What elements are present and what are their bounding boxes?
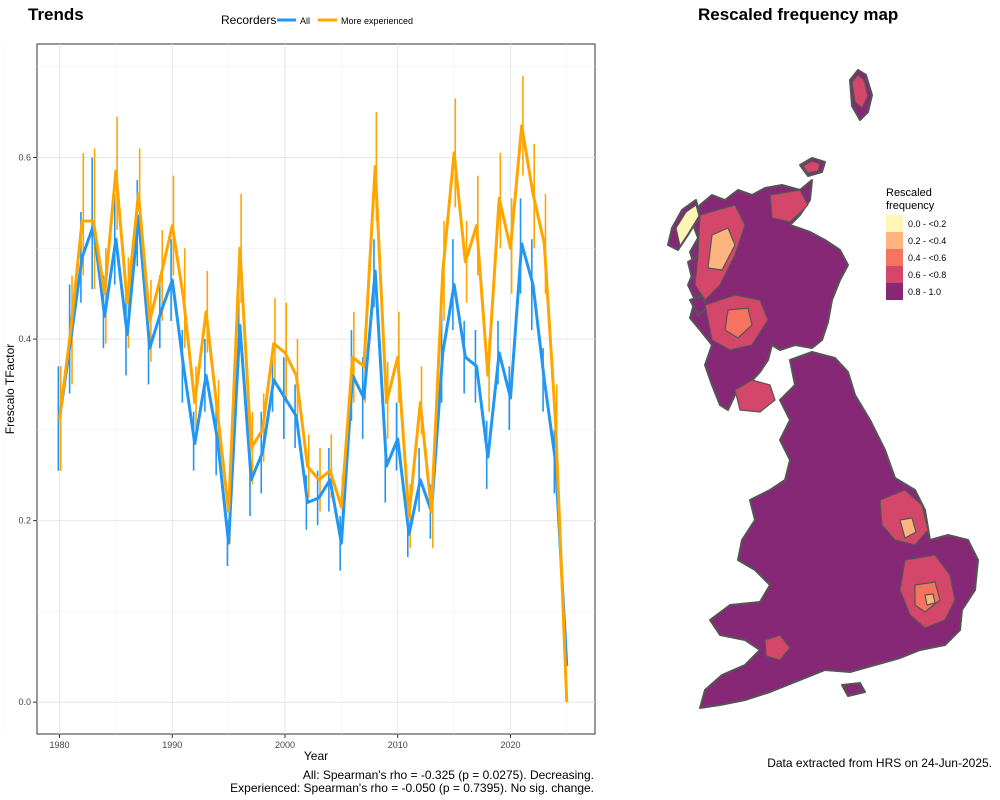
legend-label-experienced: More experienced [341,16,413,26]
x-tick-label: 2020 [500,740,520,750]
map-legend-label: 0.0 - <0.2 [908,219,946,229]
axis-ticks: 1980 1990 2000 2010 2020 0.0 0.2 0.4 0.6 [18,152,520,750]
map-island-wight [841,682,866,697]
hotspot-east-anglia-inner [924,593,936,606]
map-legend-swatch [886,232,903,249]
hotspot-northwest-core [707,227,736,271]
legend-title: Recorders [221,13,276,27]
map-legend-swatch [886,215,903,232]
hotspot-lincolnshire-core [899,517,917,539]
trends-title: Trends [28,5,84,24]
y-tick-label: 0.0 [18,697,31,707]
map-region-england-wales [699,351,979,709]
frequency-map: Rescaled frequency 0.0 - <0.2 0.2 - <0.4 0… [667,69,979,709]
error-bars [57,75,567,680]
series-line-experienced [58,124,569,703]
stat-experienced: Experienced: Spearman's rho = -0.050 (p … [230,781,594,795]
map-title: Rescaled frequency map [698,5,899,24]
x-tick-label: 2000 [275,740,295,750]
y-tick-label: 0.4 [18,334,31,344]
map-legend-label: 0.8 - 1.0 [908,287,941,297]
hotspot-west-core [724,307,753,339]
grid-lines [2,44,595,734]
series-lines [58,124,569,703]
y-axis-label: Frescalo TFactor [3,344,17,434]
map-legend-swatch [886,283,903,300]
map-legend-label: 0.6 - <0.8 [908,270,946,280]
map-legend: Rescaled frequency 0.0 - <0.2 0.2 - <0.4 0… [886,187,946,300]
y-tick-label: 0.6 [18,152,31,162]
legend-label-all: All [300,16,310,26]
y-tick-label: 0.2 [18,516,31,526]
x-axis-label: Year [304,749,328,763]
data-source-note: Data extracted from HRS on 24-Jun-2025. [767,756,992,770]
x-tick-label: 1980 [50,740,70,750]
hotspot-shetland [851,74,869,109]
hotspot-north-coast [769,189,809,223]
series-line-all [58,215,569,666]
hotspot-galloway [734,379,776,413]
map-hotspots [675,74,956,661]
hotspot-hebrides [675,204,700,247]
x-tick-label: 1990 [162,740,182,750]
trend-chart: Recorders All More experienced 1980 1990 2… [2,13,596,763]
plot-panel [36,43,596,735]
map-legend-swatch [886,249,903,266]
map-legend-title-line2: frequency [886,200,935,212]
map-legend-label: 0.4 - <0.6 [908,253,946,263]
map-legend-title-line1: Rescaled [886,187,932,199]
hotspot-orkney [802,160,821,174]
chart-legend: Recorders All More experienced [221,13,413,27]
hotspot-wales [764,634,791,661]
x-tick-label: 2010 [388,740,408,750]
map-legend-swatch [886,266,903,283]
stat-all: All: Spearman's rho = -0.325 (p = 0.0275… [302,768,594,782]
map-legend-label: 0.2 - <0.4 [908,236,946,246]
